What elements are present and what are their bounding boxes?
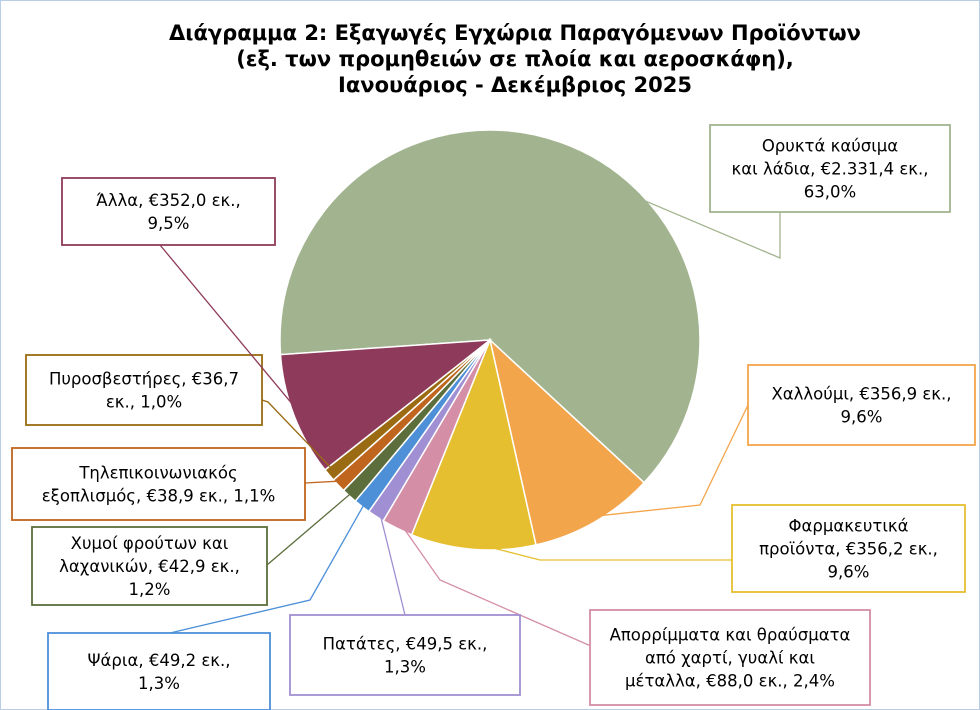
data-label-line: 63,0%	[804, 183, 856, 202]
data-label-line: Χαλλούμι, €356,9 εκ.,	[771, 385, 951, 404]
data-label-line: Πυροσβεστήρες, €36,7	[49, 370, 239, 389]
title-line: Ιανουάριος - Δεκέμβριος 2025	[338, 73, 692, 97]
data-label-line: 9,6%	[841, 408, 883, 427]
leader-line	[399, 522, 601, 651]
data-label-line: Πατάτες, €49,5 εκ.,	[323, 635, 488, 654]
data-label-line: Άλλα, €352,0 εκ.,	[96, 191, 240, 210]
label-box	[61, 177, 276, 246]
leader-line	[159, 244, 301, 414]
data-label-line: 1,2%	[129, 580, 171, 599]
data-label-line: Χυμοί φρούτων και	[71, 534, 229, 553]
data-label-line: Φαρμακευτικά	[788, 517, 908, 536]
label-box	[731, 504, 966, 593]
label-box	[709, 124, 951, 213]
data-label-line: 9,6%	[828, 563, 870, 582]
label-box	[25, 354, 263, 426]
leader-line	[261, 399, 335, 472]
data-label: Ορυκτά καύσιμα και λάδια, €2.331,4 εκ., 63…	[732, 137, 929, 202]
pie-slice	[279, 339, 493, 471]
leader-line	[473, 542, 732, 561]
pie-slice	[488, 337, 646, 546]
label-box	[11, 447, 306, 521]
data-label: Χαλλούμι, €356,9 εκ., 9,6%	[771, 385, 951, 427]
data-label: Άλλα, €352,0 εκ., 9,5%	[96, 191, 240, 233]
label-box	[589, 609, 871, 706]
title-line: Διάγραμμα 2: Εξαγωγές Εγχώρια Παραγόμενω…	[169, 21, 861, 45]
data-label-line: και λάδια, €2.331,4 εκ.,	[732, 160, 929, 179]
data-label: Τηλεπικοινωνιακός εξοπλισμός, €38,9 εκ., …	[42, 464, 276, 506]
data-label-line: εκ., 1,0%	[106, 393, 182, 412]
data-label-line: μέταλλα, €88,0 εκ., 2,4%	[625, 672, 835, 691]
leader-line	[304, 480, 343, 484]
data-label: Πατάτες, €49,5 εκ., 1,3%	[323, 635, 488, 677]
data-label-line: Τηλεπικοινωνιακός	[78, 464, 237, 483]
data-label-line: λαχανικών, €42,9 εκ.,	[59, 557, 240, 576]
label-box	[31, 526, 268, 606]
data-label: Απορρίμματα και θραύσματα από χαρτί, γυαλ…	[610, 626, 851, 691]
data-label-line: 1,3%	[384, 658, 426, 677]
data-label: Φαρμακευτικά προϊόντα, €356,2 εκ., 9,6%	[759, 517, 938, 582]
data-label-line: προϊόντα, €356,2 εκ.,	[759, 540, 938, 559]
data-label-line: Ορυκτά καύσιμα	[762, 137, 898, 156]
label-box	[47, 632, 271, 710]
leader-line	[169, 501, 367, 634]
leader-line	[266, 490, 354, 566]
data-label: Χυμοί φρούτων και λαχανικών, €42,9 εκ., 1,…	[59, 534, 240, 599]
label-box	[289, 614, 521, 696]
data-label: Πυροσβεστήρες, €36,7 εκ., 1,0%	[49, 370, 239, 412]
data-label-line: Ψάρια, €49,2 εκ.,	[88, 651, 231, 670]
label-box	[747, 364, 976, 446]
leader-line	[591, 404, 749, 518]
data-label: Ψάρια, €49,2 εκ., 1,3%	[88, 651, 231, 693]
leader-line	[378, 510, 406, 616]
data-label-line: από χαρτί, γυαλί και	[645, 649, 815, 668]
data-label-line: 9,5%	[148, 214, 190, 233]
chart-title: Διάγραμμα 2: Εξαγωγές Εγχώρια Παραγόμενω…	[169, 21, 861, 97]
data-label-line: εξοπλισμός, €38,9 εκ., 1,1%	[42, 487, 276, 506]
data-label-line: 1,3%	[138, 674, 180, 693]
leader-line	[552, 161, 781, 259]
data-label-line: Απορρίμματα και θραύσματα	[610, 626, 851, 645]
title-line: (εξ. των προμηθειών σε πλοία και αεροσκά…	[236, 47, 794, 71]
pie-slice	[410, 337, 537, 551]
pie-slice	[279, 129, 701, 484]
